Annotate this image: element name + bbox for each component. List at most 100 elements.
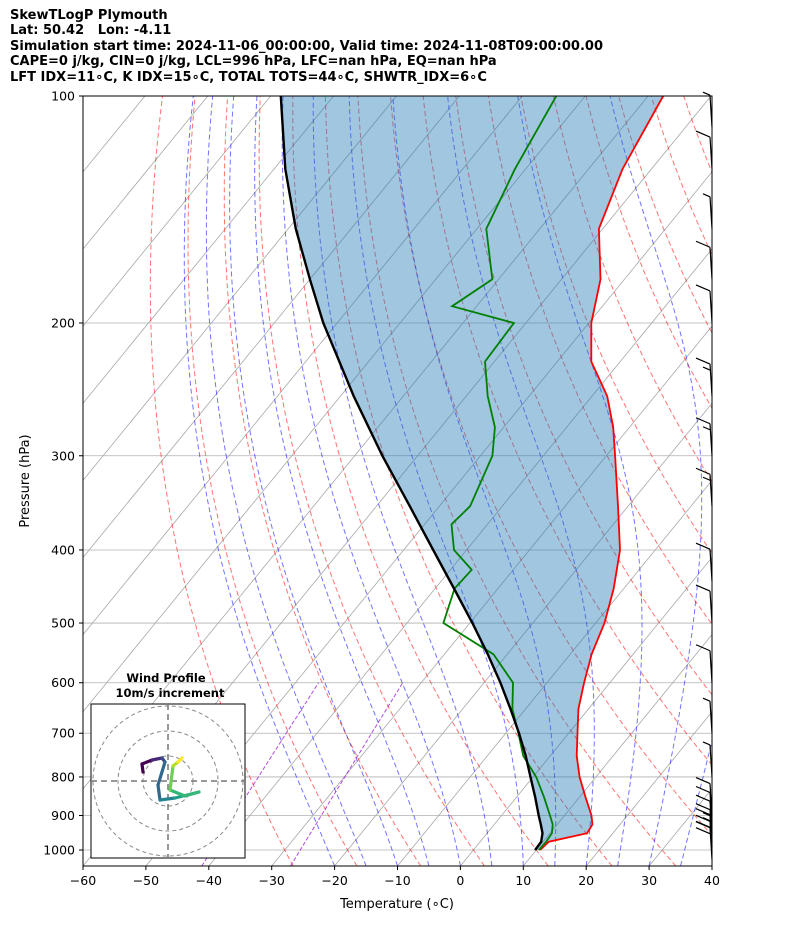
mixing-ratio-line [290, 682, 404, 866]
dry-adiabat [487, 96, 712, 626]
barb-half-flag [702, 426, 711, 431]
isotherm-0 [460, 556, 712, 866]
moist-adiabat [312, 96, 493, 866]
wind-barb [702, 697, 713, 734]
wind-barb [695, 584, 713, 624]
x-tick-label: 20 [578, 873, 594, 888]
wind-barb [695, 417, 713, 456]
wind-barb [695, 240, 713, 280]
hodograph-trace-segment [150, 756, 164, 762]
y-tick-label: 900 [51, 808, 75, 823]
stability-indices-line: CAPE=0 j/kg, CIN=0 j/kg, LCL=996 hPa, LF… [10, 54, 497, 70]
moist-adiabat [254, 96, 430, 866]
wind-barb [695, 644, 713, 683]
barb-flag [695, 284, 711, 292]
barb-flag [695, 357, 711, 365]
x-tick-label: −30 [259, 873, 285, 888]
isotherm--100 [83, 96, 460, 559]
isotherm--90 [83, 96, 523, 636]
moist-adiabat [680, 738, 712, 866]
hodograph-trace-segment [176, 756, 184, 764]
isotherm-10 [522, 633, 712, 866]
isotherm-20 [585, 711, 712, 866]
isotherm-40 [711, 865, 712, 866]
y-tick-label: 1000 [43, 843, 75, 858]
moist-adiabat [183, 96, 336, 866]
barb-staff [709, 701, 713, 734]
y-tick-label: 700 [51, 726, 75, 741]
y-tick-label: 400 [51, 542, 75, 557]
profile-lines [279, 96, 664, 851]
dry-adiabat [749, 96, 794, 866]
mixing-ratio-line [201, 682, 320, 866]
moist-adiabat [281, 96, 461, 866]
dry-adiabat [324, 96, 613, 866]
isotherm--110 [83, 96, 397, 482]
wind-barb [695, 542, 713, 582]
y-tick-label: 100 [51, 89, 75, 104]
barb-flag [695, 584, 711, 592]
barb-flag [695, 820, 711, 828]
barb-staff [709, 247, 713, 280]
isotherm-50 [775, 96, 794, 866]
dry-adiabat [187, 96, 358, 866]
barb-staff [709, 650, 713, 683]
parcel-line [279, 96, 544, 851]
barb-staff [709, 549, 713, 582]
dry-adiabat [520, 96, 712, 555]
dry-adiabat [716, 96, 794, 866]
moist-adiabat [609, 96, 703, 866]
barb-flag [695, 130, 711, 138]
cin-shaded-area [280, 96, 664, 850]
hodograph-ring [117, 730, 219, 832]
y-tick-label: 600 [51, 675, 75, 690]
wind-barb [695, 284, 713, 324]
dry-adiabat [258, 96, 485, 866]
isotherm--140 [83, 96, 209, 250]
barb-staff [709, 137, 713, 170]
adiabats-and-mixing-lines [149, 96, 794, 866]
barb-flag [695, 808, 711, 816]
barb-flag [695, 785, 711, 794]
y-tick-label: 200 [51, 315, 75, 330]
x-tick-label: −10 [384, 873, 410, 888]
hodograph-trace-segment [156, 760, 167, 787]
barb-half-flag [702, 812, 711, 817]
hodograph-title: Wind Profile [126, 671, 206, 685]
chart-header: SkewTLogP Plymouth Lat: 50.42 Lon: -4.11… [10, 8, 603, 85]
thermo-indices-line: LFT IDX=11∘C, K IDX=15∘C, TOTAL TOTS=44∘… [10, 69, 487, 85]
barb-half-flag [702, 193, 711, 198]
barb-flag [695, 794, 711, 802]
x-tick-label: −40 [196, 873, 222, 888]
hodograph-subtitle: 10m/s increment [116, 686, 225, 700]
x-axis-label: Temperature (∘C) [339, 897, 454, 912]
moist-adiabat [392, 96, 557, 866]
isotherm--30 [271, 325, 712, 866]
wind-barb [695, 130, 713, 170]
barb-half-flag [702, 817, 711, 822]
barb-flag [695, 417, 711, 425]
barb-staff [709, 196, 713, 229]
isotherm--160 [0, 96, 82, 866]
barb-flag [695, 542, 711, 550]
barb-staff [709, 95, 713, 128]
wind-barb [702, 193, 713, 229]
dry-adiabat [585, 96, 712, 410]
chart-title: SkewTLogP Plymouth [10, 8, 168, 23]
y-tick-label: 800 [51, 769, 75, 784]
moist-adiabat [711, 864, 712, 866]
hodograph-trace-segment [156, 783, 162, 802]
x-tick-label: 10 [515, 873, 531, 888]
dry-adiabat [149, 96, 294, 866]
moist-adiabat [517, 96, 643, 866]
moist-adiabat [348, 96, 524, 866]
x-tick-label: 0 [456, 873, 464, 888]
barb-half-flag [702, 366, 711, 371]
barb-flag [695, 467, 711, 475]
dry-adiabat [422, 96, 712, 766]
barb-staff [709, 364, 713, 397]
barb-staff [709, 744, 713, 777]
dry-adiabat [618, 96, 712, 334]
barb-flag [695, 827, 711, 835]
barb-staff [709, 474, 713, 507]
